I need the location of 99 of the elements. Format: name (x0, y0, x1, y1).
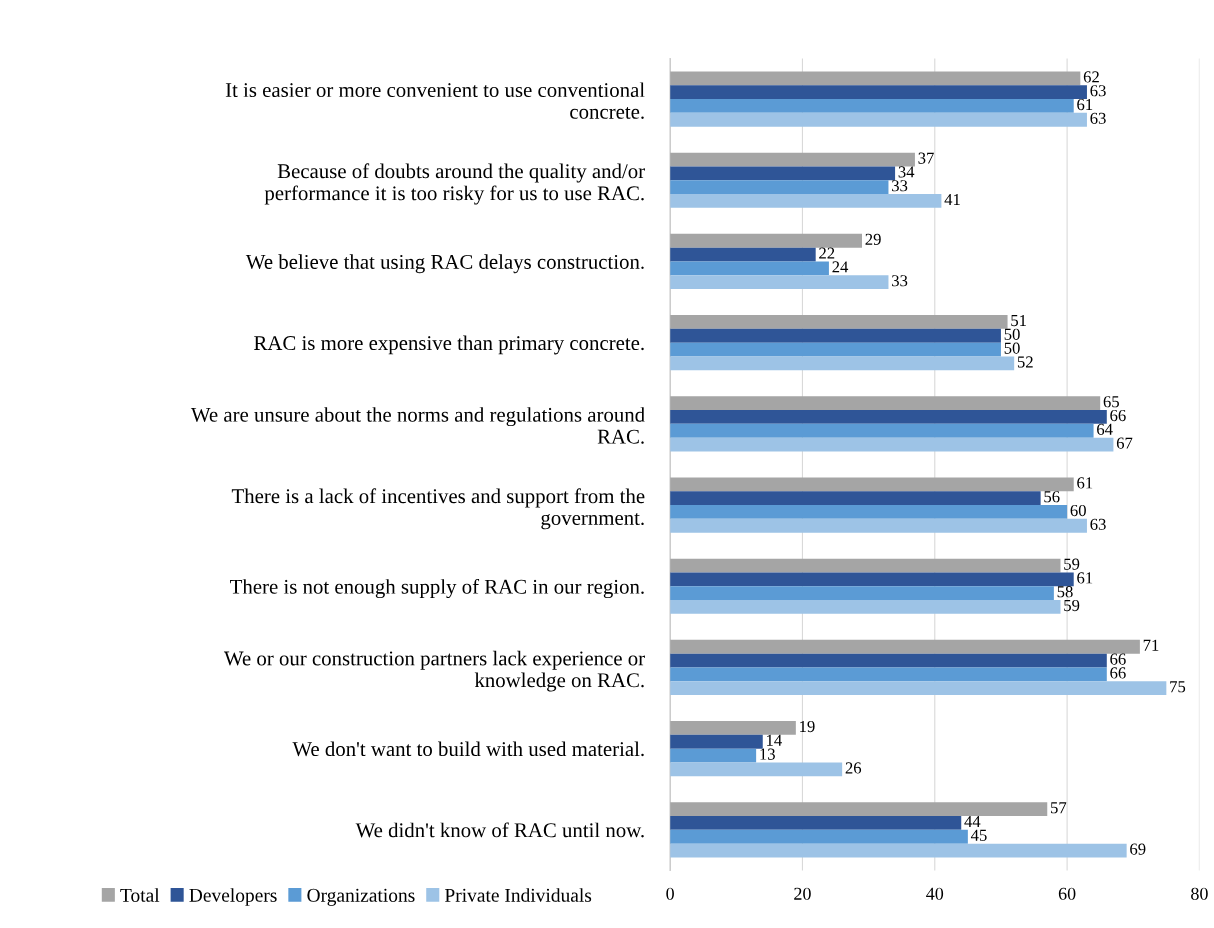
x-tick-label: 20 (794, 887, 811, 900)
data-label: 50 (1004, 328, 1020, 340)
bar (670, 261, 829, 276)
y-tick-label: We didn't know of RAC until now. (355, 822, 644, 838)
data-label: 63 (1090, 85, 1106, 97)
bar (670, 572, 1074, 587)
data-label: 66 (1110, 409, 1126, 422)
data-label: 58 (1057, 586, 1073, 598)
data-label: 22 (819, 247, 835, 259)
bar (670, 491, 1041, 506)
data-label: 63 (1090, 518, 1106, 530)
y-tick-label: There is not enough supply of RAC in our region. (230, 578, 644, 599)
bar (670, 816, 962, 830)
bar (670, 843, 1127, 858)
bar (670, 396, 1101, 411)
bar (670, 112, 1087, 127)
data-label: 50 (1004, 342, 1020, 354)
data-label: 14 (767, 734, 782, 746)
data-label: 59 (1064, 599, 1080, 612)
data-label: 64 (1097, 423, 1113, 435)
x-tick-label: 0 (666, 887, 674, 900)
bar (670, 423, 1094, 438)
bar (670, 247, 816, 262)
bar (670, 639, 1140, 654)
data-label: 41 (944, 193, 960, 205)
bar (670, 437, 1114, 452)
x-tick-label: 60 (1058, 887, 1076, 900)
data-label: 33 (892, 275, 908, 287)
bar (670, 748, 757, 763)
y-tick-label: We or our construction partners lack experience or knowledge on RAC. (223, 650, 645, 692)
bar (670, 829, 968, 844)
y-tick-label: It is easier or more convenient to use conventional concrete. (225, 82, 645, 119)
bar (670, 342, 1001, 357)
bar (670, 275, 889, 290)
y-tick-label: There is a lack of incentives and support from the government. (231, 488, 645, 530)
bar (670, 518, 1087, 533)
data-label: 69 (1130, 843, 1146, 855)
data-label: 37 (918, 152, 934, 164)
data-label: 44 (964, 816, 981, 827)
bar (670, 762, 843, 777)
bar (670, 328, 1001, 343)
data-label: 24 (832, 261, 849, 273)
data-label: 67 (1116, 437, 1133, 449)
bar (670, 600, 1061, 614)
bar (670, 721, 796, 735)
bar (670, 356, 1015, 371)
data-label: 61 (1077, 477, 1093, 489)
bar (670, 152, 915, 167)
bar (670, 558, 1061, 573)
x-tick-label: 40 (926, 887, 944, 900)
data-label: 56 (1044, 491, 1060, 503)
legend-label: Total (120, 888, 160, 902)
bar (670, 802, 1048, 817)
data-label: 65 (1103, 396, 1119, 408)
bar (670, 586, 1054, 601)
data-label: 33 (892, 180, 908, 192)
bar (670, 166, 896, 181)
data-label: 45 (970, 829, 987, 841)
data-label: 51 (1011, 314, 1026, 327)
bar (670, 734, 763, 749)
bar (670, 71, 1081, 86)
data-label: 60 (1070, 504, 1086, 517)
data-label: 62 (1083, 71, 1099, 83)
data-label: 66 (1110, 653, 1126, 665)
data-label: 52 (1017, 356, 1033, 368)
bar (670, 477, 1074, 492)
legend-label: Developers (189, 888, 277, 906)
data-label: 59 (1064, 558, 1080, 570)
y-tick-label: Because of doubts around the quality and/or performance it is too risky for us to use RAC. (264, 163, 645, 205)
bar (670, 99, 1074, 113)
bar (670, 410, 1107, 424)
data-label: 29 (865, 233, 881, 245)
data-label: 61 (1077, 572, 1093, 584)
data-label: 19 (800, 720, 815, 733)
data-label: 63 (1090, 112, 1106, 124)
data-label: 71 (1143, 639, 1159, 651)
bar (670, 233, 862, 248)
y-tick-label: We are unsure about the norms and regulations around RAC. (190, 407, 645, 444)
data-label: 61 (1077, 98, 1093, 111)
data-label: 13 (760, 748, 775, 760)
bar (670, 85, 1087, 100)
bar (670, 681, 1167, 696)
bar (670, 505, 1068, 519)
bar (670, 315, 1008, 329)
bar (670, 194, 942, 208)
data-label: 75 (1170, 681, 1186, 693)
y-tick-label: RAC is more expensive than primary concrete. (254, 335, 644, 355)
bar (670, 180, 889, 195)
data-label: 66 (1110, 667, 1126, 679)
data-label: 26 (845, 762, 862, 774)
bar (670, 667, 1107, 682)
data-label: 57 (1051, 802, 1067, 814)
y-tick-label: We believe that using RAC delays construction. (245, 254, 644, 274)
y-tick-label: We don't want to build with used material. (292, 741, 644, 757)
legend-label: Organizations (307, 888, 415, 906)
data-label: 34 (898, 166, 915, 178)
legend-label: Private Individuals (444, 888, 592, 902)
x-tick-label: 80 (1191, 887, 1208, 900)
bar (670, 653, 1107, 668)
